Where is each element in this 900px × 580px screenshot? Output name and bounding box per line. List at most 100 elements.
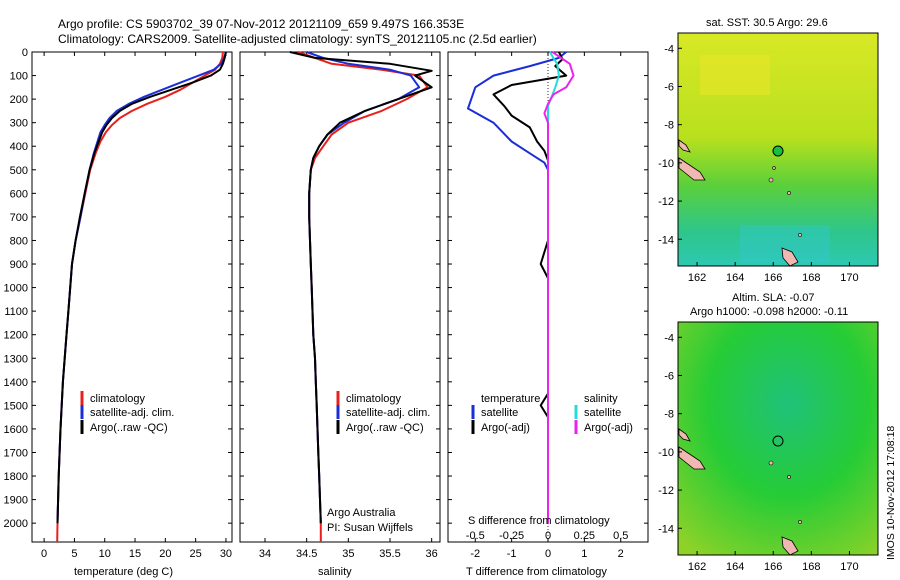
lon-tick-label: 164	[726, 272, 744, 284]
lat-tick-label: -12	[658, 196, 674, 208]
island-shape	[678, 446, 706, 470]
top-x-tick-label: -0.25	[499, 530, 524, 542]
x-tick-label: 20	[159, 548, 171, 560]
legend-climatology-label: climatology	[346, 393, 402, 405]
sla-map-title2: Argo h1000: -0.098 h2000: -0.11	[690, 306, 848, 318]
x-tick-label: 10	[99, 548, 111, 560]
x-tick-label: 30	[220, 548, 232, 560]
sst-islands	[678, 139, 802, 267]
sla-map-ticks: 162 164 166 168 170 -4 -6 -8 -10 -12 -14	[658, 332, 859, 573]
y-tick-label: 800	[10, 235, 28, 247]
x-tick-label: 15	[129, 548, 141, 560]
salinity-legend: climatology satellite-adj. clim. Argo(..…	[336, 391, 430, 434]
x-tick-label: 34.5	[296, 548, 317, 560]
legend-satellite-label: satellite-adj. clim.	[346, 407, 430, 419]
legend-temperature-title: temperature	[481, 393, 540, 405]
x-tick-label: 35	[342, 548, 354, 560]
salinity-x-ticks: 34 34.5 35 35.5 36	[259, 52, 438, 560]
island-dot	[798, 233, 802, 237]
lon-tick-label: 166	[764, 561, 782, 573]
island-dot	[772, 166, 776, 170]
difference-lines	[467, 51, 575, 524]
legend-climatology-label: climatology	[90, 393, 146, 405]
x-tick-label: 25	[190, 548, 202, 560]
legend-t-argo-label: Argo(-adj)	[481, 422, 530, 434]
island-dot	[787, 475, 791, 479]
y-tick-label: 600	[10, 188, 28, 200]
header-line2: Climatology: CARS2009. Satellite-adjuste…	[58, 32, 537, 46]
lat-tick-label: -14	[658, 523, 674, 535]
y-tick-label: 1800	[4, 471, 28, 483]
y-tick-label: 1600	[4, 424, 28, 436]
sla-islands	[678, 428, 802, 556]
legend-satellite-label: satellite-adj. clim.	[90, 407, 174, 419]
y-tick-label: 1500	[4, 400, 28, 412]
y-tick-label: 700	[10, 212, 28, 224]
argo-float-marker	[772, 145, 784, 157]
difference-x-ticks: -2 -1 0 1 2 -0.5 -0.25 0 0.25 0.5	[466, 52, 628, 560]
sst-map-panel: sat. SST: 30.5 Argo: 29.6 162 164 166 168 17…	[658, 17, 879, 284]
difference-x-label: T difference from climatology	[466, 566, 607, 578]
island-dot	[798, 520, 802, 524]
lon-tick-label: 170	[840, 272, 858, 284]
series-line-temperature-satellite	[467, 51, 567, 524]
lon-tick-label: 164	[726, 561, 744, 573]
difference-legend: temperature salinity satellite Argo(-adj…	[471, 393, 633, 434]
lat-tick-label: -14	[658, 234, 674, 246]
x-tick-label: 35.5	[379, 548, 400, 560]
x-tick-label: -1	[507, 548, 517, 560]
top-x-tick-label: 0.5	[613, 530, 628, 542]
y-tick-label: 1200	[4, 330, 28, 342]
series-line-salinity-argo-adj-	[543, 51, 575, 524]
temperature-legend: climatology satellite-adj. clim. Argo(..…	[80, 391, 174, 434]
lon-tick-label: 162	[688, 272, 706, 284]
y-tick-label: 300	[10, 118, 28, 130]
series-line-argo-raw-qc-	[289, 51, 433, 524]
legend-s-argo-label: Argo(-adj)	[584, 422, 633, 434]
y-tick-label: 200	[10, 94, 28, 106]
lat-tick-label: -4	[664, 332, 674, 344]
temperature-x-ticks: 0 5 10 15 20 25 30	[41, 52, 232, 560]
temperature-lines	[56, 51, 227, 543]
top-x-tick-label: -0.5	[466, 530, 485, 542]
y-tick-label: 1100	[4, 306, 28, 318]
y-tick-label: 1700	[4, 447, 28, 459]
y-tick-label: 100	[10, 71, 28, 83]
difference-top-label: S difference from climatology	[468, 515, 610, 527]
lat-tick-label: -10	[658, 447, 674, 459]
y-tick-label: 900	[10, 259, 28, 271]
y-tick-label: 1300	[4, 353, 28, 365]
x-tick-label: 0	[545, 548, 551, 560]
difference-panel: -2 -1 0 1 2 -0.5 -0.25 0 0.25 0.5 S difference fr…	[447, 51, 649, 578]
y-tick-label: 0	[22, 47, 28, 59]
lat-tick-label: -6	[664, 370, 674, 382]
x-tick-label: -2	[470, 548, 480, 560]
x-tick-label: 34	[259, 548, 271, 560]
y-tick-label: 1000	[4, 283, 28, 295]
lon-tick-label: 162	[688, 561, 706, 573]
salinity-y-ticks	[240, 51, 440, 524]
temperature-panel: 0100200300400500600700800900100011001200…	[4, 47, 233, 578]
legend-argo-label: Argo(..raw -QC)	[90, 422, 168, 434]
sst-warm-patch	[700, 55, 770, 95]
imos-credit: IMOS 10-Nov-2012 17:08:18	[885, 426, 897, 560]
lon-tick-label: 168	[802, 272, 820, 284]
island-shape	[678, 157, 706, 181]
argo-float-marker	[772, 435, 784, 447]
sla-map-panel: Altim. SLA: -0.07 Argo h1000: -0.098 h20…	[658, 292, 879, 573]
salinity-panel: 34 34.5 35 35.5 36 salinity climatology sate…	[239, 51, 441, 578]
top-x-tick-label: 0	[545, 530, 551, 542]
sla-map-title1: Altim. SLA: -0.07	[732, 292, 815, 304]
salinity-x-label: salinity	[318, 566, 352, 578]
top-x-tick-label: 0.25	[574, 530, 595, 542]
x-tick-label: 36	[426, 548, 438, 560]
salinity-lines	[289, 51, 433, 542]
legend-s-satellite-label: satellite	[584, 407, 621, 419]
lon-tick-label: 170	[840, 561, 858, 573]
y-tick-label: 400	[10, 141, 28, 153]
lat-tick-label: -8	[664, 120, 674, 132]
temperature-x-label: temperature (deg C)	[74, 566, 173, 578]
lat-tick-label: -4	[664, 43, 674, 55]
salinity-axes-box	[239, 51, 441, 543]
